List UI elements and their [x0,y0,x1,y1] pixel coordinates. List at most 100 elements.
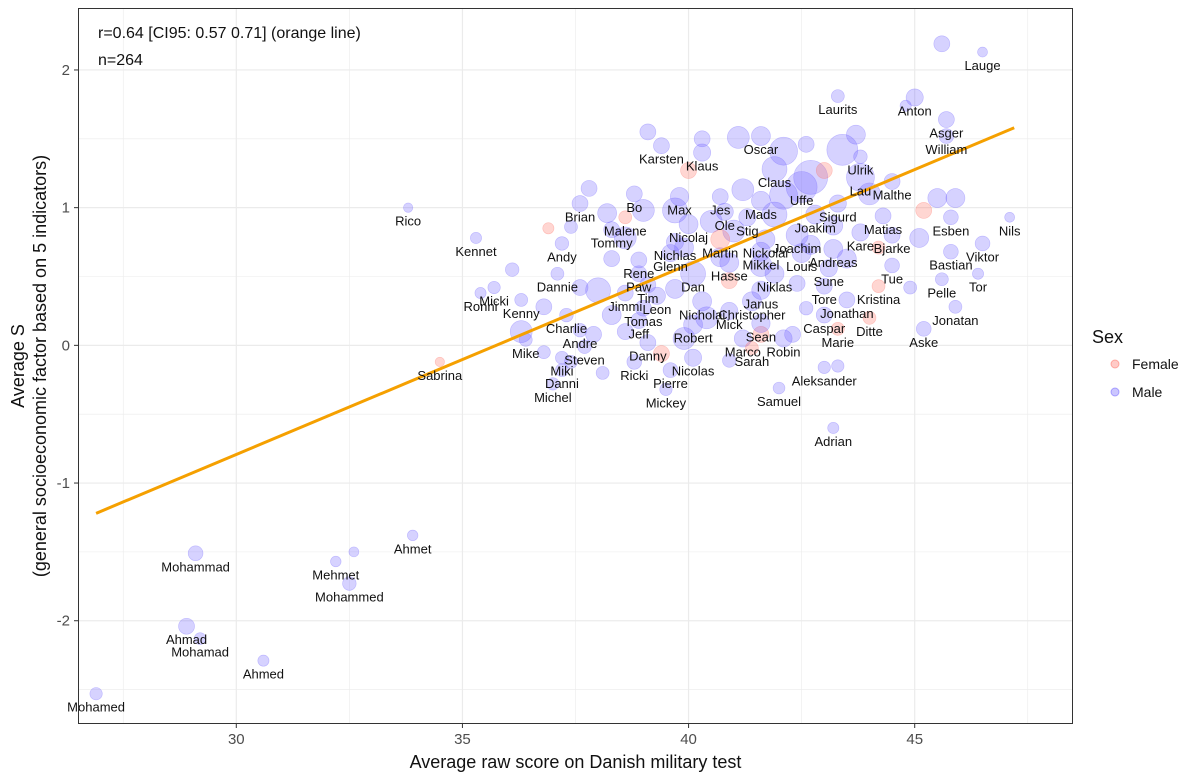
data-point-matias [874,207,892,225]
point-label-bo: Bo [626,200,642,215]
data-point-mohammad [187,545,204,561]
point-label-william: William [925,142,967,157]
data-point [564,220,578,234]
data-point-ditte [862,311,877,325]
data-point [505,262,520,277]
point-label-robin: Robin [767,344,801,359]
data-point-william [938,128,955,144]
data-point-claus [761,156,788,182]
data-point-pelle [935,272,949,287]
point-label-ole: Ole [715,218,735,233]
point-label-pierre: Pierre [653,376,688,391]
data-point [585,326,602,343]
data-point [571,279,589,296]
point-label-louis: Louis [786,259,818,274]
point-label-charlie: Charlie [546,321,587,336]
data-point [720,272,738,289]
point-label-michel: Michel [534,390,572,405]
data-point [537,345,551,360]
data-point-hasse [719,252,740,273]
point-label-kristina: Kristina [857,292,901,307]
data-point [799,301,814,316]
point-label-asger: Asger [929,126,964,141]
point-label-jes: Jes [710,203,731,218]
point-label-sean: Sean [746,329,776,344]
data-point-anton [905,88,924,107]
data-point [784,326,801,343]
data-point [693,130,711,148]
point-label-janus: Janus [744,296,779,311]
point-label-bastian: Bastian [929,258,972,273]
point-label-stig: Stig [736,223,758,238]
data-point [580,180,598,197]
point-label-ahmed: Ahmed [243,667,284,682]
data-point-danni [555,363,569,377]
data-point-jes [711,188,729,205]
data-point-christopher [742,291,762,312]
point-label-nickolai: Nickolai [743,245,789,260]
legend-label-male: Male [1132,384,1163,400]
point-label-ahmet: Ahmet [394,541,432,556]
data-point-glenn [661,244,680,262]
data-point-miki [555,350,569,365]
data-point-micki [487,281,501,295]
data-point [348,546,360,558]
y-tick-label: 2 [62,62,70,79]
data-point [927,188,948,208]
point-label-lau: Lau [850,183,872,198]
point-label-tim: Tim [637,291,658,306]
point-label-malene: Malene [604,223,647,238]
sample-size-annotation: n=264 [98,52,143,69]
point-label-uffe: Uffe [790,193,814,208]
data-point [613,226,637,250]
legend-title: Sex [1092,327,1123,347]
data-point-mohamed [89,687,103,701]
y-axis-subtitle: (general socioeconomic factor based on 5… [30,155,50,577]
data-point-marco [733,329,752,348]
data-point-jeff [630,312,648,329]
data-point-laurits [831,89,845,103]
data-point-ronni [474,287,487,299]
data-point [831,359,845,373]
data-point-steven [577,339,592,354]
data-point-tore [815,277,833,295]
data-point [933,35,951,53]
data-point [603,250,620,267]
data-point [674,237,694,258]
x-axis-ticks: 30 35 40 45 [228,724,923,748]
x-axis-title: Average raw score on Danish military tes… [410,752,742,772]
data-point [846,124,866,145]
point-label-sarah: Sarah [735,354,770,369]
data-point-rene [630,251,648,269]
point-label-andy: Andy [547,249,577,264]
data-point-caspar [815,306,833,324]
data-point-paw [630,265,648,283]
point-label-ulrik: Ulrik [847,163,873,178]
data-point-louis [791,243,812,263]
data-point-ricki [626,354,642,370]
data-point-lauge [977,46,988,58]
data-point-tue [884,257,900,274]
point-label-malthe: Malthe [873,187,912,202]
point-label-jonathan: Jonathan [820,306,874,321]
data-point-mickey [659,382,673,396]
data-point-karsten [653,137,670,154]
regression-line [95,126,1015,515]
y-tick-label: 1 [62,200,70,217]
data-point-kenny [514,293,529,307]
y-axis-title: Average S [8,324,28,408]
point-label-max: Max [667,203,692,218]
data-point-niklas [764,263,785,284]
data-point [632,199,655,222]
point-label-christopher: Christopher [718,307,786,322]
point-label-bjarke: Bjarke [874,241,911,256]
data-point-andreas [823,239,844,259]
point-label-pelle: Pelle [927,285,956,300]
data-point-mikkel [751,241,771,262]
data-point-marie [831,322,845,336]
point-label-brian: Brian [565,210,595,225]
data-point-stig [738,208,757,227]
data-point-aske [916,321,932,337]
data-point-jonatan [948,299,963,314]
legend-key-female [1110,359,1120,369]
